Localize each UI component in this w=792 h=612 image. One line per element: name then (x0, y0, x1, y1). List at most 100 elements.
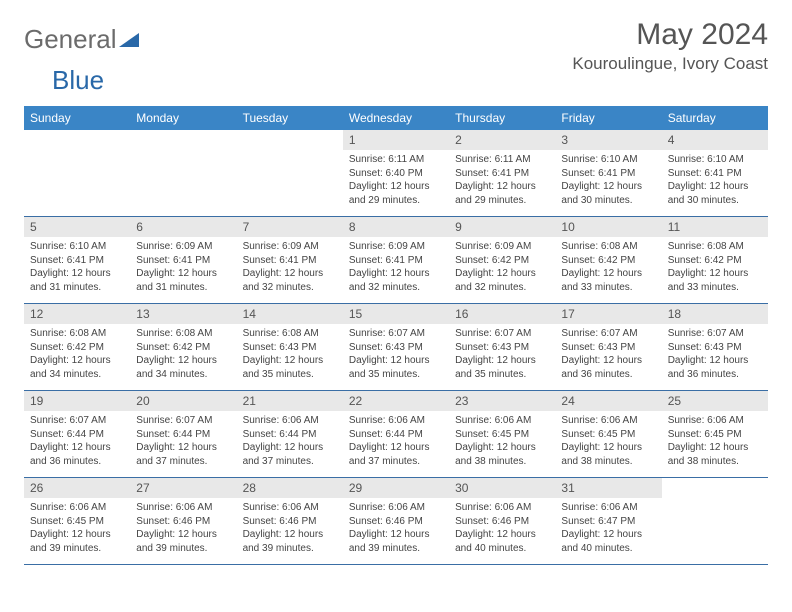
day-details: Sunrise: 6:08 AMSunset: 6:42 PMDaylight:… (662, 237, 768, 298)
day-details: Sunrise: 6:06 AMSunset: 6:45 PMDaylight:… (24, 498, 130, 559)
calendar-day-cell: 19Sunrise: 6:07 AMSunset: 6:44 PMDayligh… (24, 391, 130, 478)
calendar-day-cell: 3Sunrise: 6:10 AMSunset: 6:41 PMDaylight… (555, 130, 661, 217)
day-details: Sunrise: 6:08 AMSunset: 6:42 PMDaylight:… (555, 237, 661, 298)
calendar-day-cell: 24Sunrise: 6:06 AMSunset: 6:45 PMDayligh… (555, 391, 661, 478)
calendar-day-cell: 4Sunrise: 6:10 AMSunset: 6:41 PMDaylight… (662, 130, 768, 217)
calendar-day-cell: 30Sunrise: 6:06 AMSunset: 6:46 PMDayligh… (449, 478, 555, 565)
calendar-row: 5Sunrise: 6:10 AMSunset: 6:41 PMDaylight… (24, 217, 768, 304)
day-details: Sunrise: 6:08 AMSunset: 6:42 PMDaylight:… (130, 324, 236, 385)
day-details: Sunrise: 6:06 AMSunset: 6:46 PMDaylight:… (449, 498, 555, 559)
day-number: 29 (343, 478, 449, 498)
day-number: 27 (130, 478, 236, 498)
day-number: 22 (343, 391, 449, 411)
day-details: Sunrise: 6:09 AMSunset: 6:41 PMDaylight:… (130, 237, 236, 298)
day-number: 10 (555, 217, 661, 237)
calendar-day-cell: 18Sunrise: 6:07 AMSunset: 6:43 PMDayligh… (662, 304, 768, 391)
day-details: Sunrise: 6:06 AMSunset: 6:44 PMDaylight:… (237, 411, 343, 472)
day-number: 26 (24, 478, 130, 498)
calendar-empty-cell (130, 130, 236, 217)
day-number: 1 (343, 130, 449, 150)
calendar-day-cell: 29Sunrise: 6:06 AMSunset: 6:46 PMDayligh… (343, 478, 449, 565)
calendar-day-cell: 16Sunrise: 6:07 AMSunset: 6:43 PMDayligh… (449, 304, 555, 391)
day-number: 7 (237, 217, 343, 237)
calendar-day-cell: 28Sunrise: 6:06 AMSunset: 6:46 PMDayligh… (237, 478, 343, 565)
day-number: 9 (449, 217, 555, 237)
calendar-day-cell: 27Sunrise: 6:06 AMSunset: 6:46 PMDayligh… (130, 478, 236, 565)
day-details: Sunrise: 6:07 AMSunset: 6:43 PMDaylight:… (555, 324, 661, 385)
calendar-row: 1Sunrise: 6:11 AMSunset: 6:40 PMDaylight… (24, 130, 768, 217)
calendar-day-cell: 12Sunrise: 6:08 AMSunset: 6:42 PMDayligh… (24, 304, 130, 391)
day-number: 31 (555, 478, 661, 498)
day-number: 15 (343, 304, 449, 324)
day-number: 13 (130, 304, 236, 324)
logo: General (24, 18, 143, 55)
calendar-empty-cell (662, 478, 768, 565)
day-number: 16 (449, 304, 555, 324)
calendar-day-cell: 15Sunrise: 6:07 AMSunset: 6:43 PMDayligh… (343, 304, 449, 391)
calendar-body: 1Sunrise: 6:11 AMSunset: 6:40 PMDaylight… (24, 130, 768, 565)
day-number: 4 (662, 130, 768, 150)
day-number: 24 (555, 391, 661, 411)
day-number: 17 (555, 304, 661, 324)
day-details: Sunrise: 6:07 AMSunset: 6:43 PMDaylight:… (662, 324, 768, 385)
calendar-day-cell: 7Sunrise: 6:09 AMSunset: 6:41 PMDaylight… (237, 217, 343, 304)
day-details: Sunrise: 6:09 AMSunset: 6:42 PMDaylight:… (449, 237, 555, 298)
calendar-day-cell: 13Sunrise: 6:08 AMSunset: 6:42 PMDayligh… (130, 304, 236, 391)
day-number: 23 (449, 391, 555, 411)
calendar-table: SundayMondayTuesdayWednesdayThursdayFrid… (24, 106, 768, 565)
day-number: 6 (130, 217, 236, 237)
weekday-header: Thursday (449, 106, 555, 130)
day-number: 2 (449, 130, 555, 150)
calendar-empty-cell (24, 130, 130, 217)
weekday-header: Wednesday (343, 106, 449, 130)
weekday-header: Saturday (662, 106, 768, 130)
day-details: Sunrise: 6:07 AMSunset: 6:43 PMDaylight:… (449, 324, 555, 385)
logo-text-gray: General (24, 24, 117, 55)
calendar-day-cell: 26Sunrise: 6:06 AMSunset: 6:45 PMDayligh… (24, 478, 130, 565)
day-number: 8 (343, 217, 449, 237)
day-details: Sunrise: 6:06 AMSunset: 6:46 PMDaylight:… (130, 498, 236, 559)
day-details: Sunrise: 6:07 AMSunset: 6:43 PMDaylight:… (343, 324, 449, 385)
day-number: 25 (662, 391, 768, 411)
calendar-day-cell: 8Sunrise: 6:09 AMSunset: 6:41 PMDaylight… (343, 217, 449, 304)
day-number: 30 (449, 478, 555, 498)
page-title: May 2024 (572, 18, 768, 52)
day-details: Sunrise: 6:08 AMSunset: 6:43 PMDaylight:… (237, 324, 343, 385)
day-number: 18 (662, 304, 768, 324)
calendar-day-cell: 1Sunrise: 6:11 AMSunset: 6:40 PMDaylight… (343, 130, 449, 217)
day-number: 3 (555, 130, 661, 150)
calendar-empty-cell (237, 130, 343, 217)
calendar-day-cell: 11Sunrise: 6:08 AMSunset: 6:42 PMDayligh… (662, 217, 768, 304)
day-number: 11 (662, 217, 768, 237)
day-details: Sunrise: 6:11 AMSunset: 6:40 PMDaylight:… (343, 150, 449, 211)
day-number: 21 (237, 391, 343, 411)
day-number: 19 (24, 391, 130, 411)
day-details: Sunrise: 6:07 AMSunset: 6:44 PMDaylight:… (130, 411, 236, 472)
day-details: Sunrise: 6:06 AMSunset: 6:45 PMDaylight:… (555, 411, 661, 472)
day-details: Sunrise: 6:06 AMSunset: 6:44 PMDaylight:… (343, 411, 449, 472)
calendar-row: 12Sunrise: 6:08 AMSunset: 6:42 PMDayligh… (24, 304, 768, 391)
calendar-day-cell: 14Sunrise: 6:08 AMSunset: 6:43 PMDayligh… (237, 304, 343, 391)
day-number: 28 (237, 478, 343, 498)
weekday-header: Monday (130, 106, 236, 130)
calendar-row: 26Sunrise: 6:06 AMSunset: 6:45 PMDayligh… (24, 478, 768, 565)
day-details: Sunrise: 6:06 AMSunset: 6:46 PMDaylight:… (237, 498, 343, 559)
location-text: Kouroulingue, Ivory Coast (572, 54, 768, 74)
day-details: Sunrise: 6:06 AMSunset: 6:46 PMDaylight:… (343, 498, 449, 559)
day-details: Sunrise: 6:08 AMSunset: 6:42 PMDaylight:… (24, 324, 130, 385)
calendar-day-cell: 10Sunrise: 6:08 AMSunset: 6:42 PMDayligh… (555, 217, 661, 304)
calendar-day-cell: 6Sunrise: 6:09 AMSunset: 6:41 PMDaylight… (130, 217, 236, 304)
weekday-header: Tuesday (237, 106, 343, 130)
day-details: Sunrise: 6:11 AMSunset: 6:41 PMDaylight:… (449, 150, 555, 211)
calendar-day-cell: 31Sunrise: 6:06 AMSunset: 6:47 PMDayligh… (555, 478, 661, 565)
calendar-row: 19Sunrise: 6:07 AMSunset: 6:44 PMDayligh… (24, 391, 768, 478)
calendar-day-cell: 22Sunrise: 6:06 AMSunset: 6:44 PMDayligh… (343, 391, 449, 478)
day-details: Sunrise: 6:09 AMSunset: 6:41 PMDaylight:… (343, 237, 449, 298)
logo-triangle-icon (119, 31, 141, 49)
weekday-header: Sunday (24, 106, 130, 130)
day-details: Sunrise: 6:10 AMSunset: 6:41 PMDaylight:… (24, 237, 130, 298)
day-details: Sunrise: 6:10 AMSunset: 6:41 PMDaylight:… (662, 150, 768, 211)
day-number: 5 (24, 217, 130, 237)
calendar-day-cell: 2Sunrise: 6:11 AMSunset: 6:41 PMDaylight… (449, 130, 555, 217)
calendar-day-cell: 21Sunrise: 6:06 AMSunset: 6:44 PMDayligh… (237, 391, 343, 478)
